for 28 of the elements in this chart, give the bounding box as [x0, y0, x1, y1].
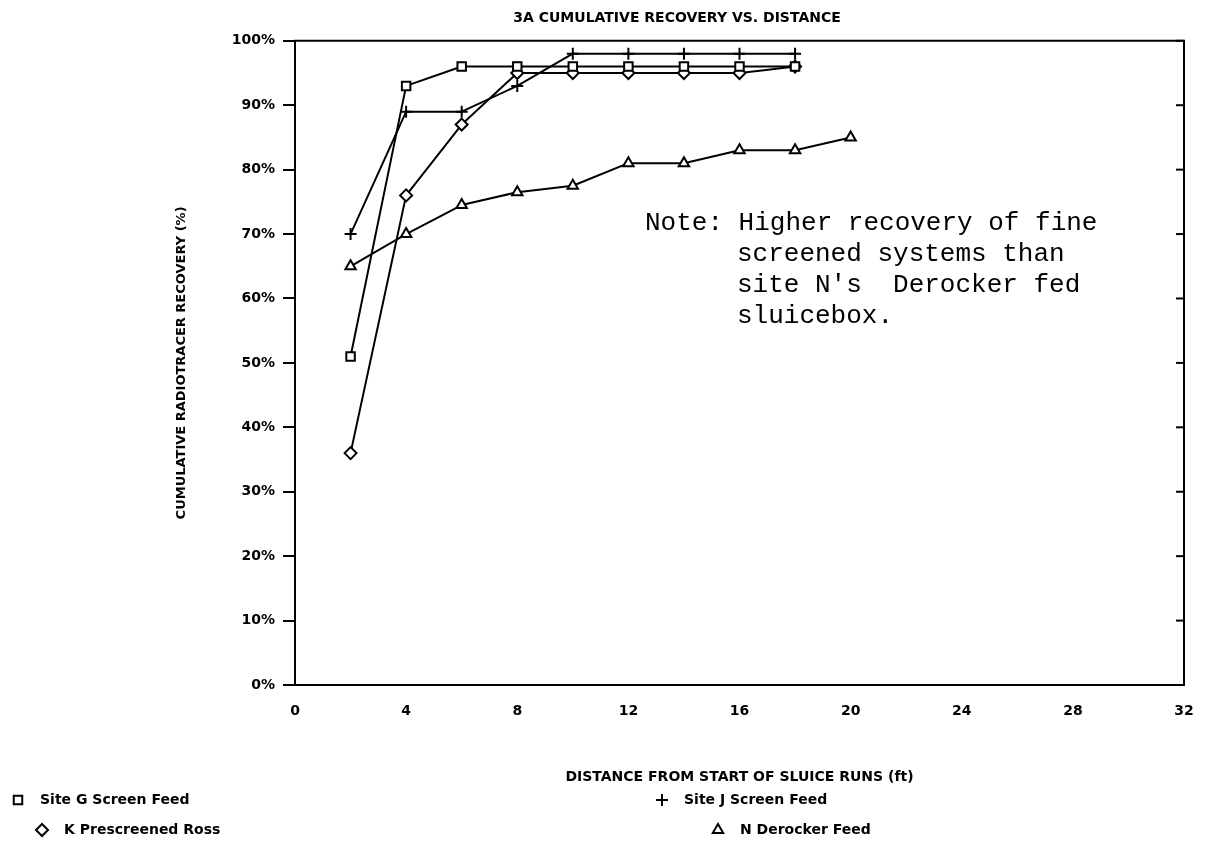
x-tick-label: 32 — [1174, 702, 1194, 719]
chart-title: 3A CUMULATIVE RECOVERY VS. DISTANCE — [513, 9, 841, 26]
x-tick-label: 4 — [401, 702, 412, 719]
y-tick-label: 100% — [231, 31, 275, 48]
legend-label: K Prescreened Ross — [64, 820, 221, 837]
x-tick-label: 20 — [840, 702, 861, 719]
y-tick-label: 50% — [241, 353, 275, 370]
y-tick-label: 90% — [241, 95, 275, 112]
y-tick-label: 60% — [241, 289, 275, 306]
legend-label: Site J Screen Feed — [684, 790, 828, 807]
y-tick-label: 40% — [241, 417, 275, 434]
x-tick-label: 8 — [512, 702, 523, 719]
annotation: Note: Higher recovery of fine screened systems than site N's Derocker fed sluicebox. — [645, 208, 1099, 332]
y-tick-label: 10% — [241, 611, 275, 628]
y-tick-label: 0% — [251, 675, 275, 692]
legend-label: Site G Screen Feed — [40, 790, 190, 807]
y-tick-label: 80% — [241, 160, 275, 177]
x-axis-title: DISTANCE FROM START OF SLUICE RUNS (ft) — [565, 768, 914, 785]
x-tick-label: 16 — [729, 702, 750, 719]
y-tick-label: 70% — [241, 224, 275, 241]
legend-label: N Derocker Feed — [740, 820, 871, 837]
x-tick-label: 0 — [290, 702, 301, 719]
x-tick-label: 24 — [952, 702, 972, 719]
x-tick-label: 28 — [1063, 702, 1083, 719]
y-axis-title: CUMULATIVE RADIOTRACER RECOVERY (%) — [173, 206, 189, 520]
x-tick-label: 12 — [618, 702, 639, 719]
y-tick-label: 20% — [241, 546, 275, 563]
y-tick-label: 30% — [241, 482, 275, 499]
